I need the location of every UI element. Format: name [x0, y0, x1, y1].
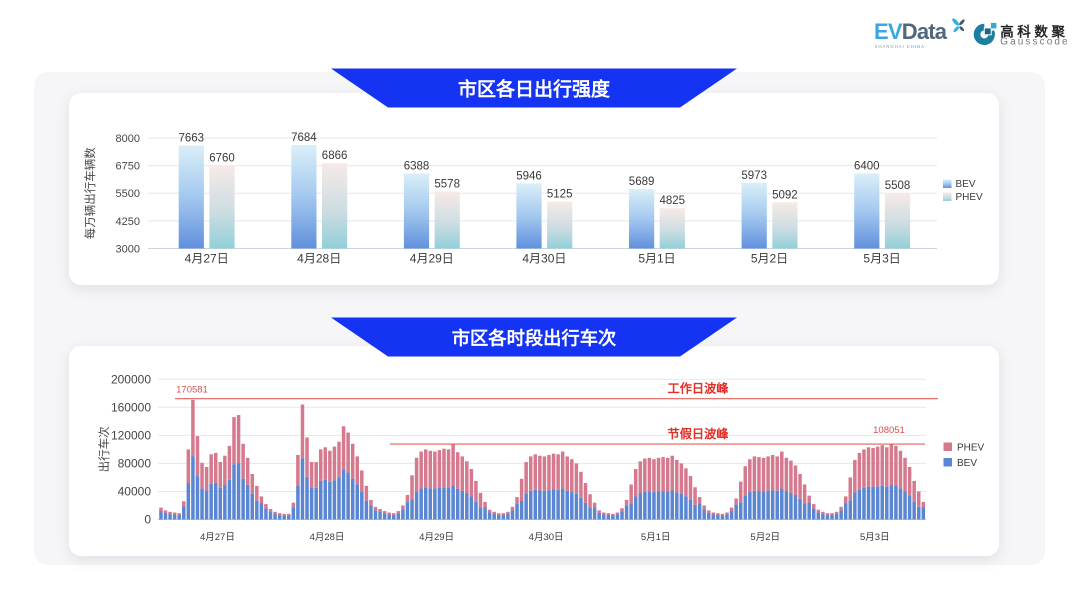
svg-text:BEV: BEV	[957, 458, 977, 469]
svg-text:4月28日: 4月28日	[310, 532, 345, 543]
svg-text:6400: 6400	[854, 160, 880, 172]
svg-text:170581: 170581	[176, 385, 208, 396]
svg-text:Gausscode: Gausscode	[1000, 37, 1069, 48]
svg-text:5500: 5500	[116, 188, 140, 200]
svg-text:5092: 5092	[772, 189, 798, 201]
svg-text:工作日波峰: 工作日波峰	[668, 381, 730, 396]
svg-text:120000: 120000	[111, 428, 151, 442]
svg-text:5月2日: 5月2日	[750, 532, 780, 543]
svg-text:7684: 7684	[291, 132, 317, 144]
svg-text:5月2日: 5月2日	[751, 252, 788, 266]
svg-text:5月1日: 5月1日	[638, 252, 675, 266]
svg-text:市区各日出行强度: 市区各日出行强度	[458, 78, 611, 101]
svg-text:5689: 5689	[629, 176, 655, 188]
svg-text:EVData: EVData	[874, 19, 948, 44]
svg-text:PHEV: PHEV	[956, 192, 984, 203]
svg-text:5946: 5946	[516, 170, 542, 182]
svg-text:4825: 4825	[660, 195, 686, 207]
svg-text:每万辆出行车辆数: 每万辆出行车辆数	[83, 147, 97, 239]
svg-text:5月1日: 5月1日	[641, 532, 671, 543]
svg-text:4月30日: 4月30日	[522, 252, 566, 266]
svg-text:7663: 7663	[179, 132, 205, 144]
svg-text:PHEV: PHEV	[957, 443, 985, 454]
svg-text:5月3日: 5月3日	[863, 252, 900, 266]
svg-text:6866: 6866	[322, 150, 348, 162]
svg-text:40000: 40000	[118, 485, 152, 499]
svg-text:5578: 5578	[434, 179, 460, 191]
svg-text:4月27日: 4月27日	[185, 252, 229, 266]
svg-text:4月28日: 4月28日	[297, 252, 341, 266]
svg-text:4月27日: 4月27日	[200, 532, 235, 543]
svg-text:5973: 5973	[741, 170, 767, 182]
svg-text:市区各时段出行车次: 市区各时段出行车次	[452, 328, 617, 349]
svg-text:80000: 80000	[118, 456, 152, 470]
svg-text:出行车次: 出行车次	[97, 426, 111, 472]
svg-text:4月30日: 4月30日	[529, 532, 564, 543]
svg-text:4月29日: 4月29日	[419, 532, 454, 543]
svg-text:高科数聚: 高科数聚	[1000, 24, 1068, 40]
svg-text:108051: 108051	[873, 425, 905, 436]
svg-text:BEV: BEV	[956, 179, 976, 190]
svg-text:8000: 8000	[116, 133, 140, 145]
svg-text:4250: 4250	[116, 216, 140, 228]
svg-text:160000: 160000	[111, 400, 151, 414]
svg-text:节假日波峰: 节假日波峰	[668, 426, 730, 441]
svg-text:6760: 6760	[209, 152, 235, 164]
svg-text:4月29日: 4月29日	[410, 252, 454, 266]
svg-text:0: 0	[144, 513, 151, 527]
svg-text:6388: 6388	[404, 161, 430, 173]
svg-text:200000: 200000	[111, 372, 151, 386]
svg-text:5508: 5508	[885, 180, 911, 192]
svg-text:3000: 3000	[116, 244, 140, 256]
svg-text:6750: 6750	[116, 161, 140, 173]
svg-text:SHANGHAI CHINA: SHANGHAI CHINA	[875, 44, 925, 49]
svg-text:5125: 5125	[547, 189, 573, 201]
svg-text:5月3日: 5月3日	[860, 532, 890, 543]
